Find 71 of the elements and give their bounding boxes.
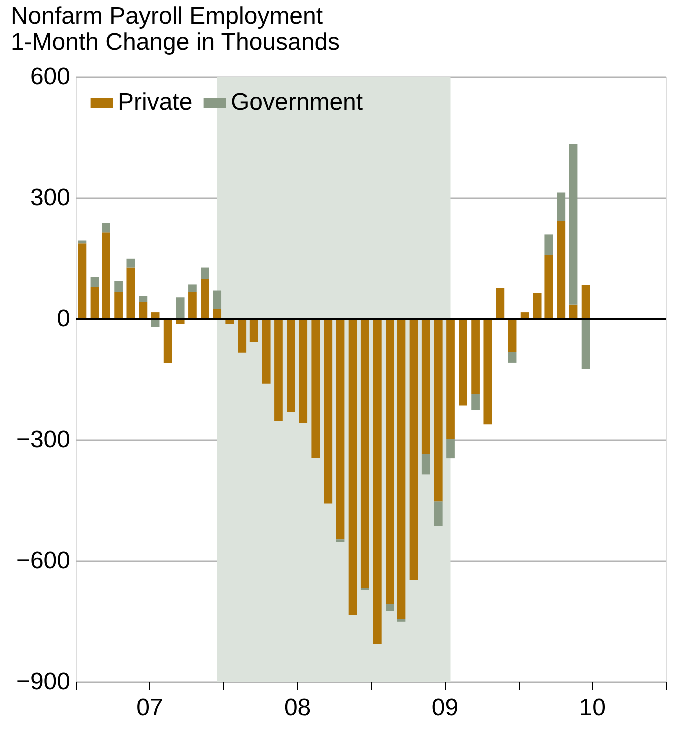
bar xyxy=(90,287,100,319)
y-tick-label: 600 xyxy=(30,64,70,90)
bar xyxy=(544,255,554,319)
legend-label: Government xyxy=(231,89,364,116)
bar xyxy=(533,293,542,319)
x-tick-label: 07 xyxy=(136,694,164,722)
bar xyxy=(348,319,358,616)
bar xyxy=(287,319,296,412)
bar xyxy=(188,284,197,292)
bar xyxy=(386,319,394,604)
chart-title: Nonfarm Payroll Employment xyxy=(10,3,324,30)
bar xyxy=(126,268,136,319)
bar xyxy=(274,319,283,422)
bar xyxy=(114,292,123,319)
x-tick-label: 08 xyxy=(284,694,312,722)
bar xyxy=(446,439,455,459)
y-tick-label: −300 xyxy=(16,426,70,454)
bar xyxy=(299,319,308,424)
bar xyxy=(102,223,110,233)
bar xyxy=(557,192,566,222)
bar xyxy=(188,292,197,319)
bar xyxy=(262,319,271,384)
bar xyxy=(422,454,430,475)
bar xyxy=(139,296,148,302)
bar xyxy=(410,319,418,580)
bar xyxy=(459,319,468,406)
bar xyxy=(373,319,382,644)
bar xyxy=(324,319,333,504)
chart-subtitle: 1-Month Change in Thousands xyxy=(10,29,340,56)
bar xyxy=(508,352,517,363)
bar xyxy=(114,281,123,292)
bar xyxy=(557,221,566,319)
bar xyxy=(569,144,578,305)
bar xyxy=(434,502,443,526)
y-tick-label: −900 xyxy=(16,668,70,696)
bar xyxy=(336,540,345,542)
bar xyxy=(422,319,430,454)
bar xyxy=(508,319,517,352)
bar xyxy=(544,234,554,256)
bar xyxy=(90,277,100,288)
bar xyxy=(582,286,590,319)
bar xyxy=(397,319,406,620)
bar xyxy=(386,604,394,612)
bar xyxy=(582,319,590,370)
bar xyxy=(472,394,480,410)
bar xyxy=(446,319,455,440)
bar xyxy=(397,619,406,622)
bar xyxy=(434,319,443,502)
bar xyxy=(78,244,87,319)
legend-label: Private xyxy=(118,89,193,116)
bar xyxy=(496,288,505,319)
y-tick-label: −600 xyxy=(16,548,70,574)
bar xyxy=(250,319,258,342)
x-tick-label: 09 xyxy=(432,694,459,722)
bar xyxy=(164,319,172,363)
bar xyxy=(484,319,492,425)
bar xyxy=(472,319,480,394)
bar xyxy=(336,319,345,540)
bar xyxy=(312,319,320,459)
bar xyxy=(201,279,210,319)
bar xyxy=(139,302,148,319)
bar xyxy=(213,290,222,310)
x-tick-label: 10 xyxy=(579,694,606,722)
bar xyxy=(102,232,110,319)
y-tick-label: 0 xyxy=(57,306,70,332)
bar xyxy=(238,319,247,353)
bar xyxy=(126,258,136,268)
bar xyxy=(201,268,210,280)
bar xyxy=(176,298,185,319)
bar xyxy=(360,319,370,588)
y-tick-label: 300 xyxy=(30,184,70,212)
